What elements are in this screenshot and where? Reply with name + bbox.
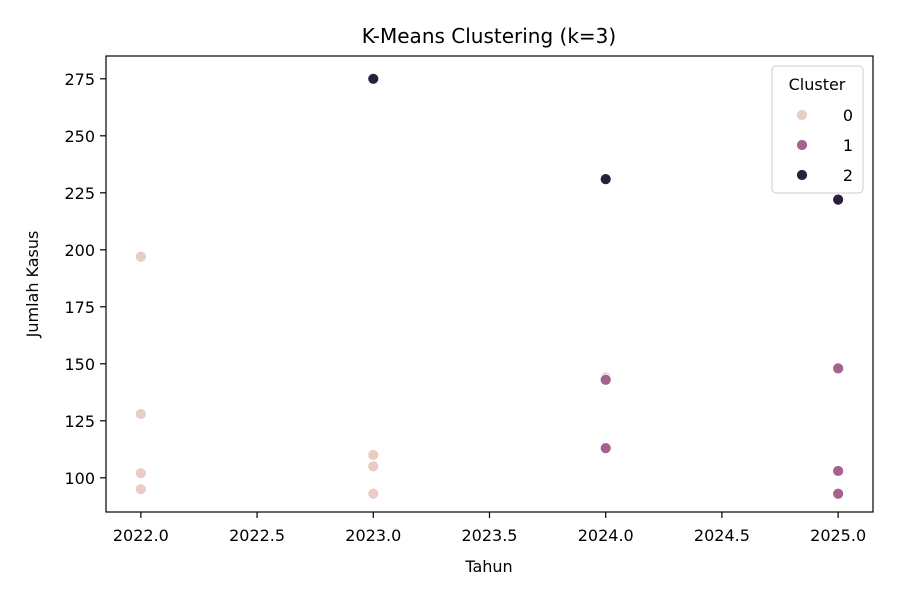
data-point (134, 467, 147, 480)
data-point (367, 487, 380, 500)
x-tick-label: 2022.5 (229, 526, 285, 545)
y-tick-label: 100 (64, 469, 95, 488)
chart-title: K-Means Clustering (k=3) (362, 24, 616, 48)
data-point (134, 483, 147, 496)
series-cluster-1 (599, 362, 845, 500)
x-axis-title: Tahun (464, 557, 512, 576)
data-point (832, 362, 845, 375)
legend-marker (796, 169, 808, 181)
y-tick-label: 175 (64, 298, 95, 317)
data-point (367, 449, 380, 461)
y-axis-ticks: 100 125 150 175 200 225 250 275 (64, 70, 106, 488)
legend-title: Cluster (789, 75, 846, 94)
legend-entry-label: 1 (843, 136, 853, 155)
x-tick-label: 2022.0 (113, 526, 169, 545)
data-point (367, 460, 380, 473)
y-tick-label: 275 (64, 70, 95, 89)
legend-frame (771, 65, 864, 194)
data-point (599, 173, 612, 186)
data-point (134, 408, 147, 420)
data-point (832, 465, 845, 477)
plot-frame (105, 55, 874, 513)
data-point (134, 250, 147, 263)
legend-marker (796, 139, 808, 151)
legend: Cluster 0 1 2 (771, 65, 864, 194)
y-tick-label: 225 (64, 184, 95, 203)
series-cluster-0 (134, 250, 612, 500)
data-point (832, 487, 845, 500)
data-point (599, 442, 612, 455)
data-point (832, 193, 845, 206)
data-point (599, 373, 612, 386)
y-tick-label: 150 (64, 355, 95, 374)
legend-marker (796, 109, 808, 121)
x-tick-label: 2024.0 (578, 526, 634, 545)
y-axis-title: Jumlah Kasus (23, 231, 42, 339)
y-tick-label: 200 (64, 241, 95, 260)
plot-area (105, 55, 874, 513)
x-tick-label: 2025.0 (810, 526, 866, 545)
legend-entry-label: 0 (843, 106, 853, 125)
y-tick-label: 250 (64, 127, 95, 146)
y-tick-label: 125 (64, 412, 95, 431)
x-tick-label: 2024.5 (694, 526, 750, 545)
legend-entry-label: 2 (843, 166, 853, 185)
x-tick-label: 2023.5 (462, 526, 518, 545)
data-point (367, 72, 380, 85)
x-axis-ticks: 2022.0 2022.5 2023.0 2023.5 2024.0 2024.5 2025… (113, 512, 866, 545)
x-tick-label: 2023.0 (345, 526, 401, 545)
series-cluster-2 (367, 72, 845, 206)
